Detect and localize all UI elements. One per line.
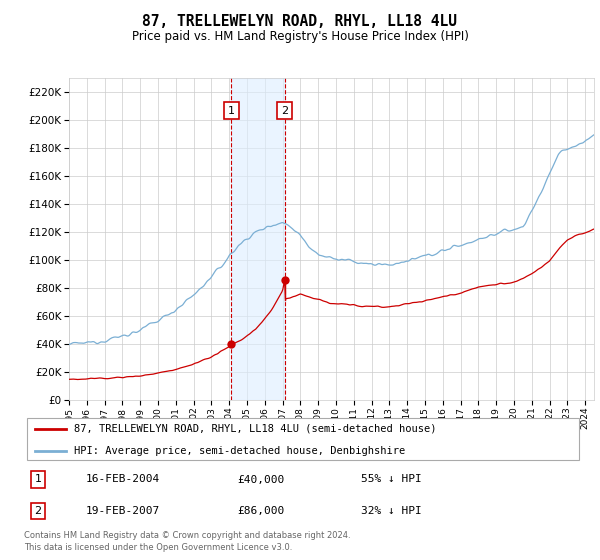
Text: £86,000: £86,000 [237, 506, 284, 516]
Text: 2: 2 [281, 106, 288, 115]
Text: 1: 1 [35, 474, 41, 484]
Text: Contains HM Land Registry data © Crown copyright and database right 2024.: Contains HM Land Registry data © Crown c… [24, 531, 350, 540]
Text: 2: 2 [34, 506, 41, 516]
Text: HPI: Average price, semi-detached house, Denbighshire: HPI: Average price, semi-detached house,… [74, 446, 406, 455]
Text: 1: 1 [228, 106, 235, 115]
Text: This data is licensed under the Open Government Licence v3.0.: This data is licensed under the Open Gov… [24, 543, 292, 552]
Text: 19-FEB-2007: 19-FEB-2007 [86, 506, 160, 516]
Text: 16-FEB-2004: 16-FEB-2004 [86, 474, 160, 484]
Text: £40,000: £40,000 [237, 474, 284, 484]
Text: 32% ↓ HPI: 32% ↓ HPI [361, 506, 421, 516]
Text: 87, TRELLEWELYN ROAD, RHYL, LL18 4LU (semi-detached house): 87, TRELLEWELYN ROAD, RHYL, LL18 4LU (se… [74, 424, 437, 434]
Bar [232, 78, 284, 400]
FancyBboxPatch shape [27, 418, 580, 460]
Text: 87, TRELLEWELYN ROAD, RHYL, LL18 4LU: 87, TRELLEWELYN ROAD, RHYL, LL18 4LU [143, 14, 458, 29]
Text: Price paid vs. HM Land Registry's House Price Index (HPI): Price paid vs. HM Land Registry's House … [131, 30, 469, 43]
Text: 55% ↓ HPI: 55% ↓ HPI [361, 474, 421, 484]
